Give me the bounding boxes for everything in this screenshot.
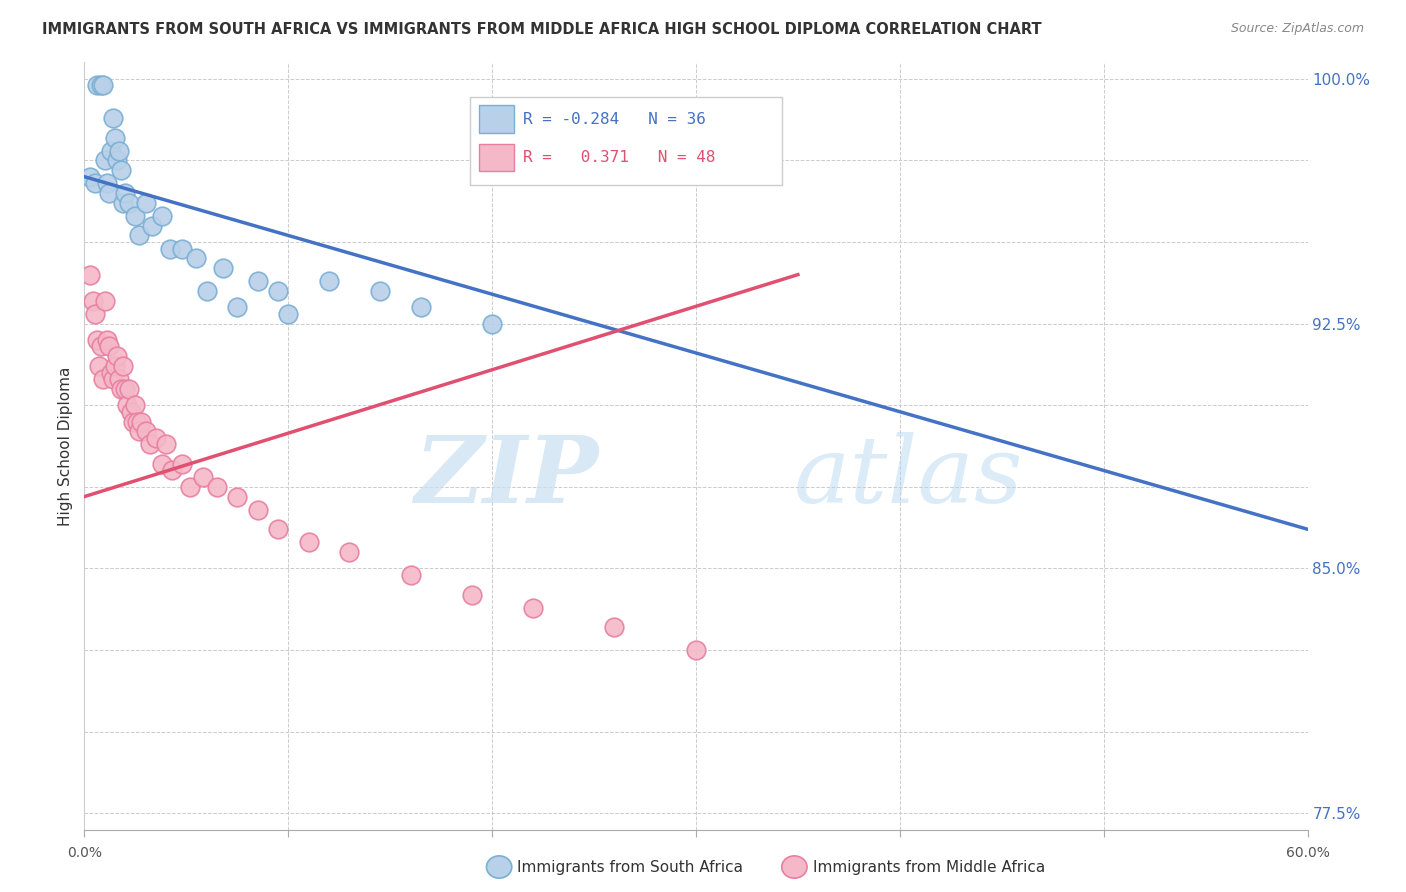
Point [93,153,115,168]
Point [118,195,141,210]
Text: Immigrants from South Africa: Immigrants from South Africa [517,860,744,874]
Point [155,437,177,451]
Text: R = -0.284   N = 36: R = -0.284 N = 36 [523,112,706,127]
Point [481,317,503,331]
Point [138,437,160,451]
Point [399,568,422,582]
Point [172,457,194,471]
Point [685,643,707,657]
Text: IMMIGRANTS FROM SOUTH AFRICA VS IMMIGRANTS FROM MIDDLE AFRICA HIGH SCHOOL DIPLOM: IMMIGRANTS FROM SOUTH AFRICA VS IMMIGRAN… [42,22,1042,37]
Point [191,470,214,484]
Point [246,502,269,516]
Point [110,163,132,178]
Point [135,195,157,210]
Point [97,186,120,200]
Point [246,274,269,288]
Point [112,195,135,210]
Point [104,130,127,145]
Point [105,349,128,363]
Point [100,366,122,380]
Point [298,535,321,549]
Point [87,359,110,373]
Point [79,169,101,184]
Point [339,545,361,559]
Y-axis label: High School Diploma: High School Diploma [58,367,73,525]
Point [120,405,142,419]
Point [105,153,128,168]
Point [97,339,120,353]
Text: 60.0%: 60.0% [1285,846,1330,860]
Point [159,242,181,256]
Point [186,252,208,266]
Point [461,588,484,602]
Point [114,382,136,396]
Text: ZIP: ZIP [413,432,598,522]
Point [150,457,173,471]
Point [108,144,131,158]
Point [141,219,163,233]
FancyBboxPatch shape [479,144,513,171]
Point [122,415,145,429]
Point [409,300,432,314]
Point [603,620,626,634]
Text: R =   0.371   N = 48: R = 0.371 N = 48 [523,150,716,165]
Point [90,339,112,353]
Point [118,382,141,396]
Point [318,274,340,288]
Point [172,242,194,256]
Point [124,398,146,412]
Point [522,600,544,615]
Text: Immigrants from Middle Africa: Immigrants from Middle Africa [813,860,1045,874]
Point [128,425,150,439]
Point [131,415,153,429]
Point [135,425,157,439]
Point [90,78,112,93]
Point [96,333,118,347]
Point [79,268,101,282]
Point [114,186,136,200]
Point [91,372,114,386]
Point [226,490,249,504]
Point [93,293,115,308]
Point [83,176,105,190]
FancyBboxPatch shape [470,97,782,186]
Point [110,382,132,396]
Point [368,284,391,298]
Point [179,480,201,494]
Point [124,209,146,223]
Point [277,307,299,321]
Point [195,284,218,298]
Point [101,372,124,386]
Point [212,261,235,276]
Point [267,522,290,536]
Point [86,78,108,93]
Point [100,144,122,158]
Point [160,463,183,477]
FancyBboxPatch shape [479,105,513,133]
Point [91,78,114,93]
Point [96,176,118,190]
Point [127,415,149,429]
Point [101,111,124,125]
Point [115,398,138,412]
Point [128,228,150,243]
Point [86,333,108,347]
Point [108,372,131,386]
Text: Source: ZipAtlas.com: Source: ZipAtlas.com [1230,22,1364,36]
Point [145,431,167,445]
Point [150,209,173,223]
Text: atlas: atlas [794,432,1024,522]
Point [83,307,105,321]
Point [104,359,127,373]
Point [112,359,135,373]
Point [205,480,228,494]
Point [226,300,249,314]
Point [82,293,104,308]
Point [267,284,290,298]
Text: 0.0%: 0.0% [67,846,101,860]
